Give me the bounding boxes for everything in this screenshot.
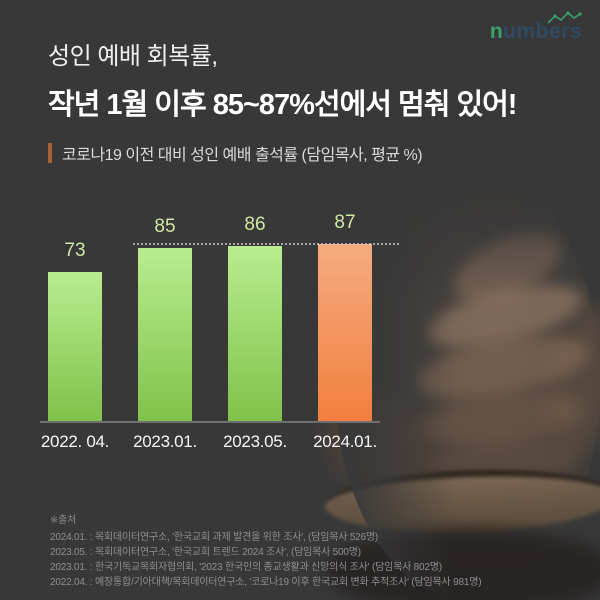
x-axis-label: 2024.01. [313,432,377,451]
bar-value-label: 87 [334,212,356,233]
logo-text: umbers [503,20,582,43]
praying-hands-photo [305,165,600,600]
bar-2023-05 [228,246,282,422]
source-line: 2023.05. : 목회데이터연구소, '한국교회 트렌드 2024 조사',… [50,547,361,558]
chart-subtitle: 코로나19 이전 대비 성인 예배 출석률 (담임목사, 평균 %) [48,141,423,165]
bar-2022-04 [48,272,102,422]
bar-value-label: 86 [244,214,266,235]
source-line: 2022.04. : 예장통합/기아대책/목회데이터연구소, '코로나19 이후… [50,577,482,588]
x-axis-label: 2023.01. [133,432,197,451]
x-axis-line [40,421,380,423]
source-citations: ※출처 2024.01. : 목회데이터연구소, '한국교회 과제 발견을 위한… [50,511,482,590]
bar-group-2023-01: 85 2023.01. [133,216,197,451]
bar-group-2022-04: 73 2022. 04. [41,240,110,451]
header: 성인 예배 회복률, 작년 1월 이후 85~87%선에서 멈춰 있어! [48,36,517,123]
subtitle-accent-bar [48,143,52,163]
bar-value-label: 85 [154,216,176,237]
x-axis-label: 2023.05. [223,432,287,451]
logo-letter-n: n [489,20,504,43]
bar-group-2023-05: 86 2023.05. [223,214,287,451]
title-line1: 성인 예배 회복률, [48,43,218,70]
title-line2: 작년 1월 이후 85~87%선에서 멈춰 있어! [48,89,517,121]
source-line: 2024.01. : 목회데이터연구소, '한국교회 과제 발견을 위한 조사'… [50,532,379,543]
subtitle-text: 코로나19 이전 대비 성인 예배 출석률 (담임목사, 평균 %) [62,147,423,164]
source-heading: ※출처 [50,515,77,526]
photo-fade-top [335,165,600,600]
source-line: 2023.01. : 한국기독교목회자협의회, '2023 한국인의 종교생활과… [50,562,442,573]
dotted-reference-line [133,243,399,245]
numbers-logo: numbers [489,11,582,44]
bar-group-2024-01: 87 2024.01. [313,212,377,451]
logo-sparkline-icon [547,11,582,24]
bar-value-label: 73 [64,240,86,261]
bar-chart: 73 2022. 04. 85 2023.01. 86 2023.05. 87 … [40,200,399,451]
bar-2023-01 [138,248,192,422]
x-axis-label: 2022. 04. [40,432,110,451]
bar-2024-01 [318,244,372,422]
